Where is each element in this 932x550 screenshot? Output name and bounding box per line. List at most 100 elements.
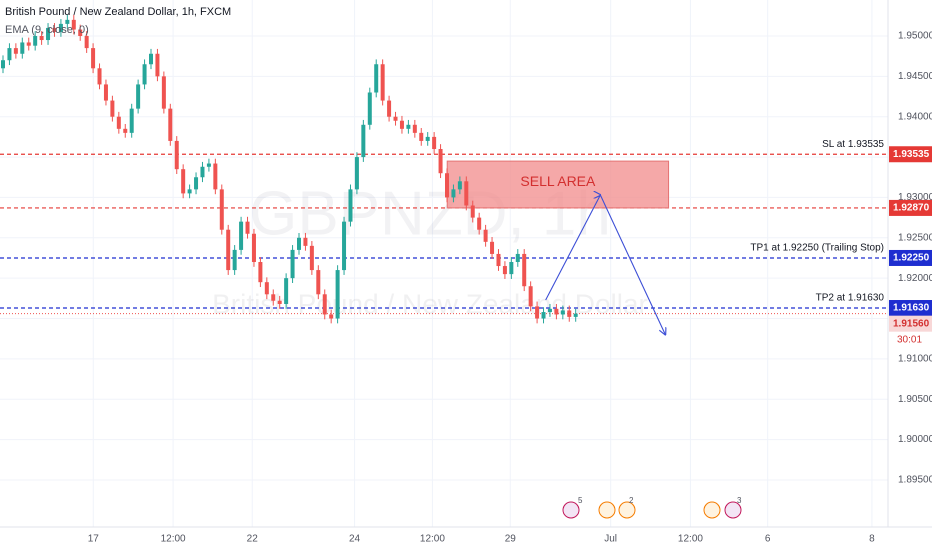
- y-tick-label: 1.90000: [898, 434, 932, 445]
- candle-body: [136, 84, 141, 109]
- price-box-label: 1.91560: [893, 318, 930, 329]
- candle-body: [194, 177, 199, 190]
- candle-body: [1, 60, 5, 69]
- candle-body: [567, 310, 572, 317]
- candle-body: [348, 189, 353, 222]
- candle-body: [387, 100, 392, 117]
- candle-body: [322, 294, 327, 315]
- event-icon[interactable]: [724, 501, 742, 519]
- price-box-label: 1.91630: [893, 303, 930, 314]
- candle-body: [573, 313, 578, 317]
- candle-body: [380, 64, 385, 101]
- candle-body: [39, 35, 44, 41]
- candle-body: [264, 282, 269, 295]
- y-tick-label: 1.93000: [898, 192, 932, 203]
- candle-body: [496, 253, 501, 267]
- price-box: [889, 249, 932, 266]
- x-tick-label: 17: [88, 534, 100, 545]
- candle-body: [367, 92, 372, 125]
- candle-body: [116, 116, 121, 129]
- event-count: 5: [578, 496, 583, 505]
- candle-body: [412, 124, 417, 133]
- candle-body: [251, 233, 256, 263]
- price-box-label: 1.93535: [893, 149, 930, 160]
- countdown: 30:01: [897, 334, 922, 345]
- candle-body: [399, 120, 404, 129]
- price-box: [889, 146, 932, 163]
- candle-body: [284, 278, 289, 304]
- candle-body: [46, 27, 51, 41]
- y-tick-label: 1.89500: [898, 475, 932, 486]
- candle-body: [297, 237, 301, 250]
- x-tick-label: 12:00: [678, 534, 703, 545]
- candle-body: [65, 19, 70, 24]
- candle-body: [155, 53, 160, 77]
- candle-body: [91, 48, 96, 69]
- candle-body: [464, 181, 469, 206]
- candle-body: [477, 217, 482, 230]
- event-icon[interactable]: [703, 501, 721, 519]
- candle-body: [509, 262, 514, 275]
- candle-body: [522, 253, 527, 287]
- forecast-arrow: [545, 195, 666, 335]
- candle-body: [84, 35, 89, 49]
- candle-body: [58, 23, 63, 32]
- candle-body: [354, 157, 359, 190]
- indicator-label: EMA (9, close, 0): [5, 24, 89, 36]
- candle-body: [161, 76, 166, 109]
- candle-body: [200, 166, 205, 178]
- candle-body: [149, 53, 153, 65]
- x-tick-label: 12:00: [161, 534, 186, 545]
- y-tick-label: 1.94500: [898, 71, 932, 82]
- candle-body: [219, 189, 224, 230]
- candle-body: [239, 221, 244, 250]
- candle-body: [393, 116, 398, 121]
- watermark-subtitle: British Pound / New Zealand Dollar: [212, 288, 648, 319]
- candle-body: [110, 100, 115, 117]
- x-tick-label: Jul: [604, 534, 617, 545]
- candle-body: [432, 136, 437, 150]
- x-tick-label: 24: [349, 534, 361, 545]
- candle-body: [123, 128, 128, 133]
- event-icon[interactable]: [618, 501, 636, 519]
- price-box-label: 1.92870: [893, 203, 930, 214]
- sell-area-label: SELL AREA: [520, 173, 596, 189]
- level-label: TP1 at 1.92250 (Trailing Stop): [750, 243, 884, 254]
- candle-body: [20, 42, 25, 54]
- event-count: 2: [629, 496, 634, 505]
- candle-body: [303, 237, 308, 246]
- candle-body: [470, 205, 475, 218]
- x-tick-label: 8: [869, 534, 875, 545]
- candle-body: [438, 149, 443, 174]
- event-icon[interactable]: [562, 501, 580, 519]
- candle-body: [528, 286, 533, 307]
- price-box-label: 1.92250: [893, 253, 930, 264]
- candle-body: [206, 163, 211, 167]
- y-tick-label: 1.94000: [898, 111, 932, 122]
- candle-body: [129, 108, 134, 133]
- candle-body: [374, 64, 379, 93]
- candle-body: [425, 136, 430, 141]
- candle-body: [258, 262, 263, 283]
- candle-body: [515, 253, 520, 263]
- candle-body: [271, 294, 276, 301]
- candle-body: [335, 270, 340, 319]
- candle-body: [560, 310, 565, 315]
- candle-body: [502, 266, 507, 275]
- x-tick-label: 22: [247, 534, 259, 545]
- candle-body: [541, 312, 546, 319]
- candle-body: [33, 35, 38, 46]
- candle-body: [406, 124, 411, 129]
- price-axis: [888, 0, 932, 550]
- level-label: TP2 at 1.91630: [816, 293, 885, 304]
- level-label: SL at 1.93535: [822, 139, 884, 150]
- candle-body: [78, 29, 83, 36]
- candle-body: [535, 306, 540, 319]
- candle-body: [277, 300, 282, 304]
- candle-body: [361, 124, 366, 158]
- event-icon[interactable]: [598, 501, 616, 519]
- candle-body: [174, 140, 179, 170]
- y-tick-label: 1.92000: [898, 273, 932, 284]
- candle-body: [232, 249, 237, 271]
